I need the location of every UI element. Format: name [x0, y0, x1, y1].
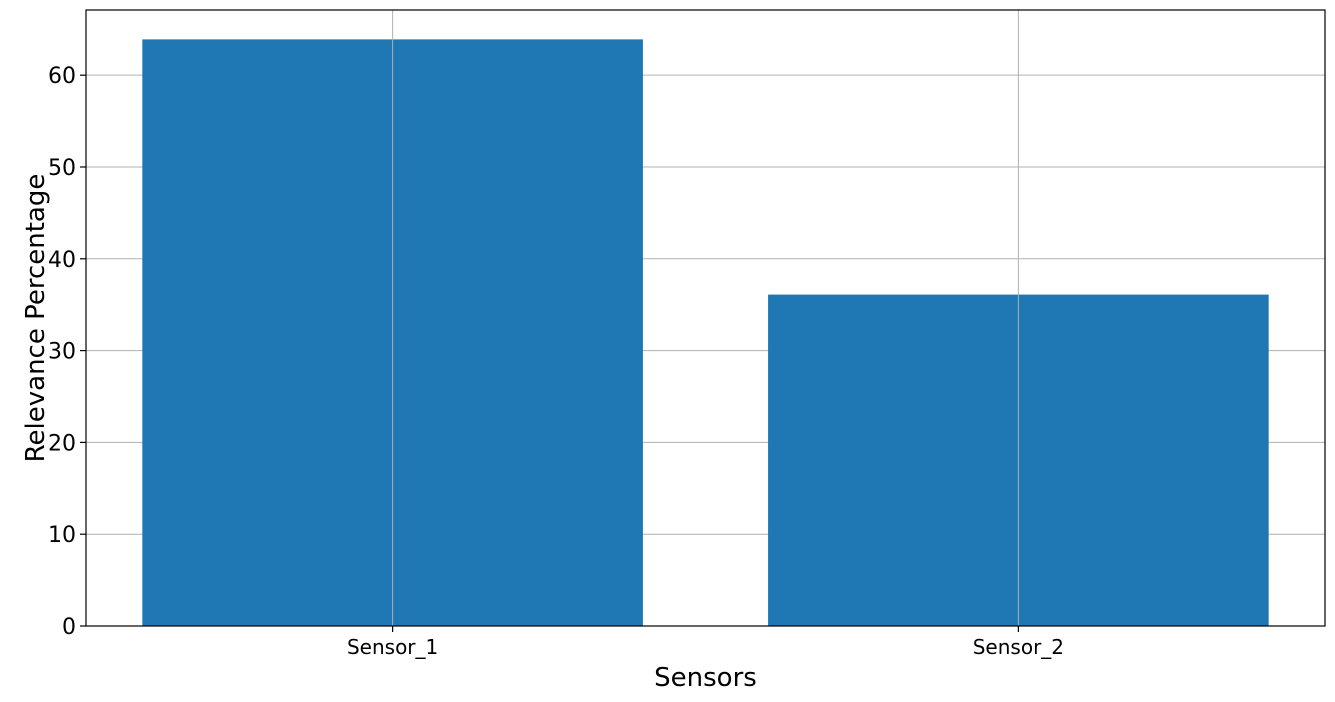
y-tick-label: 50: [48, 156, 76, 181]
y-tick-label: 10: [48, 523, 76, 548]
y-tick-label: 20: [48, 431, 76, 456]
plot-area-frame: [85, 9, 1326, 627]
bars: [142, 39, 1269, 626]
y-tick-label: 30: [48, 340, 76, 365]
x-axis-title: Sensors: [654, 663, 757, 693]
x-tick-label: Sensor_1: [347, 635, 438, 659]
y-axis-title: Relevance Percentage: [21, 174, 51, 463]
y-tick-label: 40: [48, 248, 76, 273]
y-axis-ticks: 0 10 20 30 40 50 60: [48, 64, 86, 640]
vertical-grid-lines: [392, 10, 1019, 626]
x-tick-label: Sensor_2: [973, 635, 1064, 659]
x-axis-ticks: Sensor_1 Sensor_2: [347, 626, 1064, 659]
y-tick-label: 60: [48, 64, 76, 89]
y-tick-label: 0: [62, 615, 76, 640]
